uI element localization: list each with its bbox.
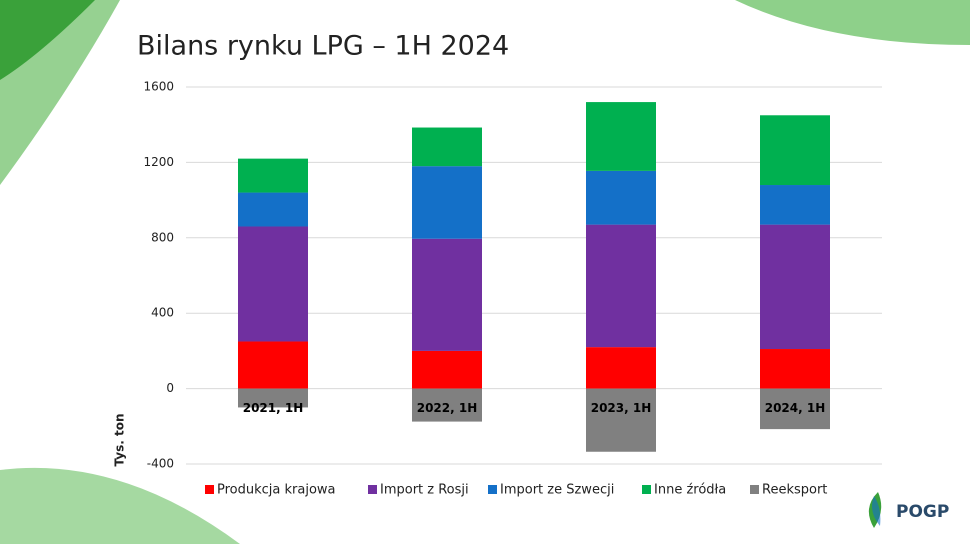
y-tick-label: 800 [151,230,174,244]
bar-segment [238,388,308,408]
x-tick-label: 2023, 1H [591,401,652,415]
y-tick-label: 0 [166,381,174,395]
legend-label: Import ze Szwecji [500,483,614,498]
x-tick-label: 2024, 1H [765,401,826,415]
bar-segment [760,115,830,186]
bar-segment [760,224,830,350]
bar-segment [586,388,656,452]
bar-segment [238,158,308,193]
y-tick-label: 400 [151,306,174,320]
legend-marker [642,485,651,494]
legend-label: Inne źródła [654,483,726,498]
bar-segment [760,349,830,389]
bar-segment [586,170,656,225]
bar-segment [238,341,308,389]
x-tick-label: 2021, 1H [243,401,304,415]
logo-text: POGP [896,502,949,522]
legend-marker [368,485,377,494]
bar-segment [586,102,656,171]
decor [0,0,95,80]
legend-label: Import z Rosji [380,483,469,498]
legend-marker [205,485,214,494]
legend-marker [488,485,497,494]
y-tick-label: 1600 [143,80,174,94]
bar-segment [760,388,830,430]
x-tick-label: 2022, 1H [417,401,478,415]
bar-segment [238,192,308,227]
y-tick-label: 1200 [143,155,174,169]
decor [735,0,970,45]
decor [0,467,240,544]
bar-segment [412,388,482,422]
bar-segment [586,224,656,348]
bar-segment [760,185,830,225]
chart-title: Bilans rynku LPG – 1H 2024 [137,31,509,62]
legend-label: Produkcja krajowa [217,483,336,498]
bar-segment [412,238,482,351]
y-axis-label: Tys. ton [113,414,127,467]
bar-segment [586,347,656,389]
bar-segment [238,226,308,342]
logo-icon [872,496,881,526]
legend-marker [750,485,759,494]
bar-segment [412,127,482,167]
bar-segment [412,350,482,389]
legend-label: Reeksport [762,483,827,498]
bar-segment [412,166,482,239]
y-tick-label: -400 [147,457,174,471]
